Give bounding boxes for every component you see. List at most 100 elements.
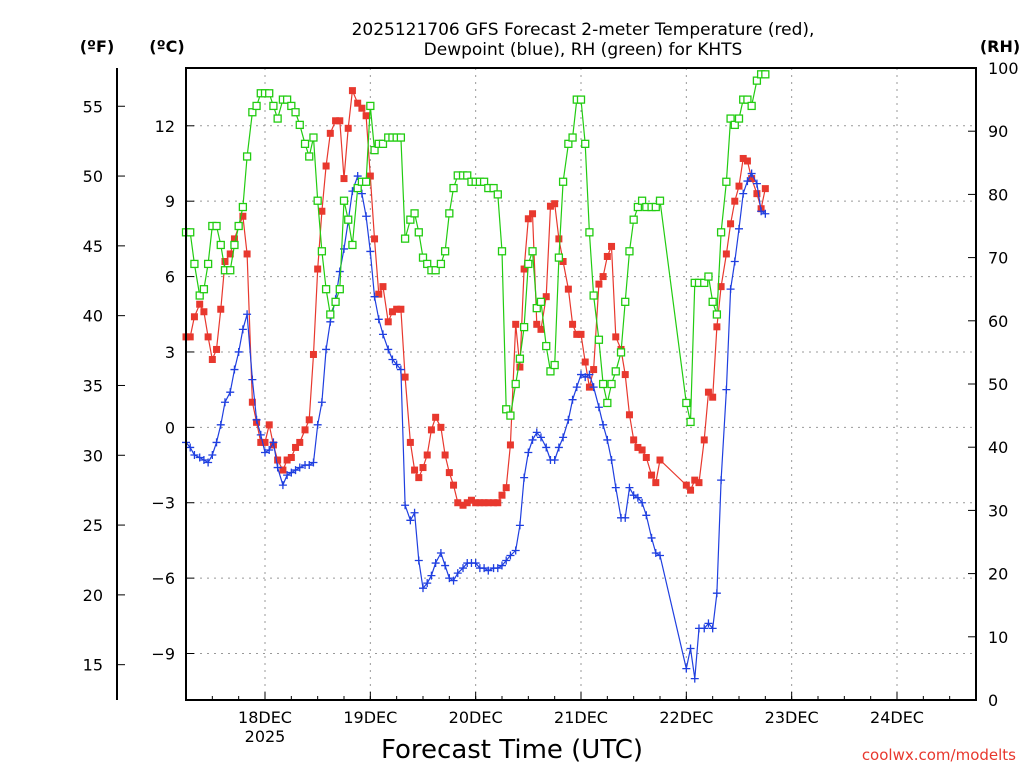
dewpoint-point [625,483,634,492]
rh-point [524,259,533,269]
rh-point [269,101,278,111]
rh-tick-label: 80 [988,185,1008,204]
dewpoint-point [357,189,366,198]
temperature-point [427,426,435,434]
temperature-point [332,117,340,125]
celsius-tick-label: −3 [151,494,175,513]
dewpoint-point [515,521,524,530]
temperature-point [652,479,660,487]
temperature-point [564,285,572,293]
dewpoint-point [230,365,239,374]
rh-tick-label: 90 [988,122,1008,141]
rh-point [305,152,314,161]
rh-point [265,89,274,98]
dewpoint-point [752,179,761,188]
temperature-point [459,501,467,509]
dewpoint-point [459,564,468,573]
temperature-point [415,474,423,482]
temperature-point [221,257,229,265]
temperature-point [585,383,593,391]
rh-point [195,291,204,300]
temperature-point [186,333,194,341]
dewpoint-point [686,644,695,653]
temperature-point [569,320,577,328]
rh-point [190,259,199,269]
temperature-point [274,456,282,464]
rh-point [633,202,643,212]
temperature-point [190,313,198,321]
fahrenheit-tick-label: 40 [83,307,103,326]
dewpoint-point [747,169,756,178]
dewpoint-point [449,576,458,585]
rh-point [331,297,340,306]
temperature-point [546,202,554,210]
dewpoint-point [739,189,748,198]
rh-point [291,108,300,117]
grid-lines [186,68,976,700]
rh-point [242,152,252,161]
dewpoint-point [309,458,318,467]
temperature-point [537,325,545,333]
temperature-point [239,212,247,220]
dewpoint-point [431,559,440,568]
temperature-point [437,423,445,431]
rh-point [568,133,577,142]
temperature-point [498,491,506,499]
dewpoint-point [256,430,265,439]
rh-point [238,202,248,212]
temperature-point [630,436,638,444]
credit-label: coolwx.com/modelts [862,746,1016,764]
rh-point [585,228,594,237]
dewpoint-point [471,559,480,568]
rh-point [515,354,525,363]
rh-point [370,146,379,155]
temperature-point [336,117,344,125]
temperature-point [463,499,471,507]
rh-point [226,266,235,275]
fahrenheit-tick-label: 55 [83,97,103,116]
rh-point [186,228,195,237]
temperature-point [656,456,664,464]
temperature-point [358,104,366,112]
dewpoint-point [761,209,770,218]
rh-point [752,76,762,85]
dewpoint-point [186,443,195,452]
temperature-point [411,466,419,474]
rh-point [300,139,310,148]
dewpoint-point [585,370,594,379]
temperature-point [292,443,300,451]
dewpoint-point [506,551,515,560]
rh-point [321,285,331,294]
fahrenheit-tick-label: 15 [83,656,103,675]
rh-point [655,196,665,205]
temperature-point [551,200,559,208]
dewpoint-point [589,383,598,392]
temperature-point [494,499,502,507]
dewpoint-point [374,315,383,324]
temperature-point [401,373,409,381]
temperature-point [283,456,291,464]
rh-point [532,304,541,313]
rh-point [704,272,713,281]
dewpoint-point [410,508,419,517]
temperature-point [472,499,480,507]
temperature-point [599,273,607,281]
temperature-point [612,333,620,341]
dewpoint-point [406,516,415,525]
temperature-point [529,210,537,218]
temperature-point [397,305,405,313]
dewpoint-point [199,456,208,465]
temperature-point [743,157,751,165]
dewpoint-point [419,584,427,593]
rh-tick-label: 10 [988,628,1008,647]
rh-point [287,101,296,111]
dewpoint-point [704,619,713,628]
dewpoint-point [502,556,511,565]
rh-point [230,240,239,250]
x-tick-label: 23DEC [765,708,819,727]
dewpoint-point [532,428,541,437]
dewpoint-point [599,420,608,429]
temperature-point [506,441,514,449]
rh-point [625,247,634,256]
rh-point [348,240,357,250]
